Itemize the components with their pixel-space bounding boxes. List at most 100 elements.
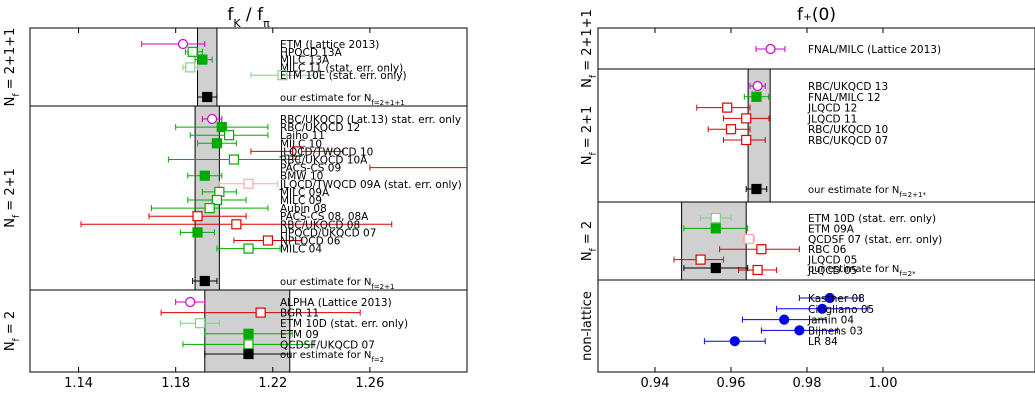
point-label: our estimate for Nf=2+1* <box>808 185 926 199</box>
x-tick-label: 0.96 <box>717 376 746 391</box>
section-label: Nf = 2 <box>580 221 599 261</box>
point-marker <box>756 244 767 255</box>
point-label: MILC 09 <box>280 195 322 207</box>
point-label: MILC 04 <box>280 244 322 256</box>
point-marker <box>765 43 776 55</box>
point-label: RBC 06 <box>808 244 847 256</box>
x-tick-label: 1.00 <box>869 376 898 391</box>
point-marker <box>741 134 752 146</box>
data-point: JLQCD 05 <box>738 264 857 277</box>
point-label: RBC/UKQCD (Lat.13) stat. err. only <box>280 114 461 126</box>
point-marker <box>243 339 254 350</box>
point-label: PACS-CS 08, 08A <box>280 211 369 223</box>
point-label: RBC/UKQCD 10A <box>280 155 368 167</box>
point-marker <box>185 296 196 308</box>
data-point: MILC 09 <box>187 194 322 207</box>
point-label: QCDSF/UKQCD 07 <box>280 339 375 351</box>
data-point: RBC/UKQCD (Lat.13) stat. err. only <box>201 113 461 126</box>
data-point: NPLQCD 06 <box>233 235 341 248</box>
point-marker <box>194 318 206 329</box>
x-tick-label: 0.94 <box>641 376 670 391</box>
point-label: MILC 13A <box>280 55 330 67</box>
data-point: our estimate for Nf=2+1+1 <box>197 91 405 107</box>
point-label: ALPHA (Lattice 2013) <box>280 297 392 309</box>
data-point: MILC 13A <box>194 54 330 67</box>
error-bar <box>141 41 206 47</box>
point-marker <box>794 325 805 336</box>
section-label: non-lattice <box>580 291 595 361</box>
x-tick-label: 1.22 <box>258 376 287 391</box>
data-point: QCDSF 07 (stat. err. only) <box>742 233 942 246</box>
data-point: ETM 09 <box>204 328 319 341</box>
point-marker <box>779 314 790 325</box>
point-label: RBC/UKQCD 13 <box>808 81 888 93</box>
chart-panel-1: f₊(0) 0.94 0.96 0.98 1.00 Nf = 2+1+1 FNAL/MILC… <box>580 5 1035 391</box>
point-marker <box>291 146 303 157</box>
point-label: JLQCD 05 <box>807 255 857 267</box>
point-marker <box>751 183 762 195</box>
data-point: ALPHA (Lattice 2013) <box>175 296 392 309</box>
data-point: JLQCD/TWQCD 09A (stat. err. only) <box>218 178 462 191</box>
x-tick-label: 1.14 <box>64 376 93 391</box>
point-marker <box>743 233 754 244</box>
point-label: Kastner 08 <box>808 293 865 305</box>
point-label: PACS-CS 09 <box>280 163 341 175</box>
point-label: RBC/UKQCD 12 <box>280 122 360 134</box>
data-point: Jamin 04 <box>741 314 854 327</box>
point-label: FNAL/MILC (Lattice 2013) <box>808 44 941 56</box>
error-bar <box>369 164 467 171</box>
data-point: Laiho 11 <box>189 130 325 142</box>
point-label: HPQCD 13A <box>280 47 343 59</box>
point-label: Jamin 04 <box>807 315 854 327</box>
point-marker <box>725 124 737 135</box>
data-point: our estimate for Nf=2+1 <box>192 275 394 291</box>
data-point: Aubin 08 <box>150 203 327 215</box>
data-point: ETM (Lattice 2013) <box>141 38 379 51</box>
point-label: ETM 10E (stat. err. only) <box>280 70 407 82</box>
point-marker <box>243 243 254 254</box>
chart-title: f₊(0) <box>797 5 836 25</box>
point-label: RBC/UKQCD 10 <box>808 124 888 136</box>
point-marker <box>262 235 274 246</box>
data-point: JLQCD 05 <box>673 254 857 267</box>
data-point: LR 84 <box>703 336 838 348</box>
point-label: Laiho 11 <box>280 130 325 142</box>
point-label: MILC 11 (stat. err. only) <box>280 62 403 74</box>
data-point: HPQCD 13A <box>184 46 343 59</box>
point-label: JLQCD 05 <box>807 265 857 277</box>
point-marker <box>206 113 218 125</box>
point-label: our estimate for Nf=2* <box>808 264 916 278</box>
point-marker <box>752 264 763 276</box>
point-marker <box>243 178 254 189</box>
data-point: JLQCD 12 <box>696 102 857 115</box>
point-marker <box>741 113 752 124</box>
point-marker <box>824 292 835 304</box>
data-point: Kastner 08 <box>798 292 865 305</box>
data-point: ETM 10E (stat. err. only) <box>250 70 407 82</box>
point-marker <box>752 80 763 92</box>
data-point: ETM 10D (stat. err. only) <box>700 212 936 225</box>
point-label: Bijnens 03 <box>808 325 863 337</box>
point-label: JLQCD 11 <box>807 113 857 125</box>
point-label: ETM 09 <box>280 329 319 341</box>
chart-panel-0: fK / fπ 1.14 1.18 1.22 1.26 Nf = 2+1+1 ETM (La… <box>3 5 468 391</box>
data-point: FNAL/MILC (Lattice 2013) <box>755 43 941 56</box>
point-marker <box>710 262 721 274</box>
data-point: MILC 04 <box>216 243 322 256</box>
point-label: MILC 09A <box>280 187 330 199</box>
data-point: Cirigliano 05 <box>776 303 874 316</box>
plot-frame <box>597 27 1035 373</box>
point-marker <box>192 211 203 222</box>
point-label: ETM 10D (stat. err. only) <box>808 213 936 225</box>
data-point: RBC/UKQCD 07 <box>722 134 888 147</box>
point-label: NPLQCD 06 <box>280 236 341 248</box>
data-point: MILC 11 (stat. err. only) <box>182 62 403 74</box>
point-label: LR 84 <box>808 336 838 348</box>
point-marker <box>192 227 203 238</box>
point-marker <box>197 54 208 65</box>
data-point: JLQCD/TWQCD 10 <box>250 146 373 158</box>
point-marker <box>695 254 706 265</box>
x-tick-label: 0.98 <box>793 376 822 391</box>
point-label: our estimate for Nf=2+1 <box>280 277 394 291</box>
data-point: RBC/UKQCD 10A <box>167 154 368 167</box>
